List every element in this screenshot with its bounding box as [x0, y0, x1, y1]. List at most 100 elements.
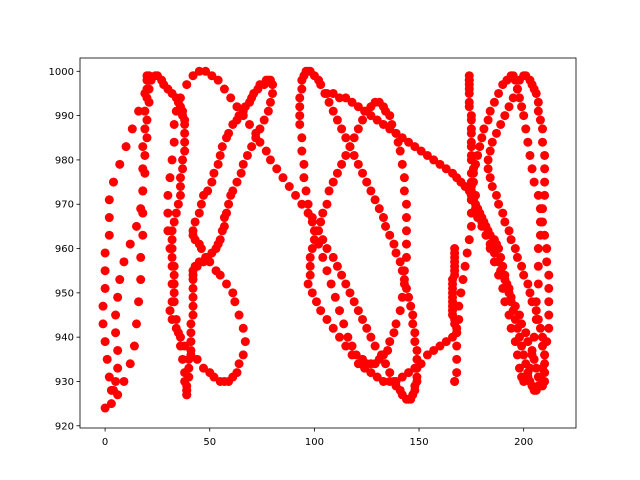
data-point: [226, 190, 236, 200]
data-point: [337, 270, 347, 280]
x-tick-label: 0: [102, 437, 108, 448]
data-point: [512, 323, 522, 333]
data-point: [192, 354, 202, 364]
data-point: [349, 150, 359, 160]
data-point: [542, 244, 552, 254]
data-point: [491, 190, 501, 200]
data-point: [140, 168, 150, 178]
data-point: [378, 213, 388, 223]
data-point: [108, 177, 118, 187]
data-point: [466, 177, 476, 187]
data-point: [489, 97, 499, 107]
data-point: [510, 244, 520, 254]
data-point: [450, 244, 460, 254]
data-point: [324, 186, 334, 196]
data-point: [512, 84, 522, 94]
data-point: [104, 195, 114, 205]
data-point: [519, 350, 529, 360]
data-point: [452, 341, 462, 351]
data-point: [341, 279, 351, 289]
data-point: [98, 319, 108, 329]
data-point: [332, 261, 342, 271]
data-point: [163, 208, 173, 218]
data-point: [401, 226, 411, 236]
scatter-series: [98, 66, 554, 413]
data-point: [100, 403, 110, 413]
data-point: [397, 133, 407, 143]
data-point: [538, 217, 548, 227]
data-point: [190, 217, 200, 227]
data-point: [519, 270, 529, 280]
data-point: [538, 124, 548, 134]
data-point: [464, 235, 474, 245]
data-point: [182, 80, 192, 90]
data-point: [115, 159, 125, 169]
data-point: [406, 301, 416, 311]
data-point: [265, 97, 275, 107]
data-point: [401, 213, 411, 223]
data-point: [238, 159, 248, 169]
data-point: [213, 75, 223, 85]
data-point: [353, 306, 363, 316]
data-point: [468, 168, 478, 178]
data-point: [140, 106, 150, 116]
data-point: [410, 363, 420, 373]
data-point: [466, 221, 476, 231]
data-point: [301, 186, 311, 196]
data-point: [245, 119, 255, 129]
data-point: [341, 341, 351, 351]
data-point: [268, 80, 278, 90]
data-point: [251, 128, 261, 138]
data-point: [219, 84, 229, 94]
data-point: [232, 368, 242, 378]
data-point: [512, 350, 522, 360]
data-point: [295, 102, 305, 112]
data-point: [385, 230, 395, 240]
data-point: [529, 177, 539, 187]
data-point: [358, 115, 368, 125]
data-point: [100, 248, 110, 258]
data-point: [540, 350, 550, 360]
data-point: [378, 119, 388, 129]
data-point: [454, 314, 464, 324]
data-point: [498, 261, 508, 271]
data-point: [389, 239, 399, 249]
data-point: [198, 363, 208, 373]
data-point: [113, 345, 123, 355]
data-point: [358, 168, 368, 178]
data-point: [399, 173, 409, 183]
data-point: [259, 115, 269, 125]
data-point: [127, 124, 137, 134]
data-point: [527, 297, 537, 307]
x-tick-label: 200: [514, 437, 533, 448]
data-point: [104, 372, 114, 382]
data-point: [278, 173, 288, 183]
data-point: [309, 235, 319, 245]
data-point: [100, 266, 110, 276]
data-point: [335, 332, 345, 342]
data-point: [471, 159, 481, 169]
data-point: [527, 164, 537, 174]
data-point: [372, 372, 382, 382]
data-point: [512, 252, 522, 262]
data-point: [303, 199, 313, 209]
data-point: [307, 213, 317, 223]
data-point: [207, 177, 217, 187]
data-point: [330, 292, 340, 302]
data-point: [326, 279, 336, 289]
data-point: [171, 208, 181, 218]
data-point: [500, 297, 510, 307]
data-point: [180, 119, 190, 129]
data-point: [138, 186, 148, 196]
data-point: [213, 159, 223, 169]
data-point: [180, 137, 190, 147]
data-point: [466, 111, 476, 121]
data-point: [542, 257, 552, 267]
data-point: [533, 97, 543, 107]
data-point: [454, 301, 464, 311]
data-point: [297, 199, 307, 209]
data-point: [517, 102, 527, 112]
data-point: [307, 244, 317, 254]
data-point: [284, 182, 294, 191]
data-point: [533, 190, 543, 200]
